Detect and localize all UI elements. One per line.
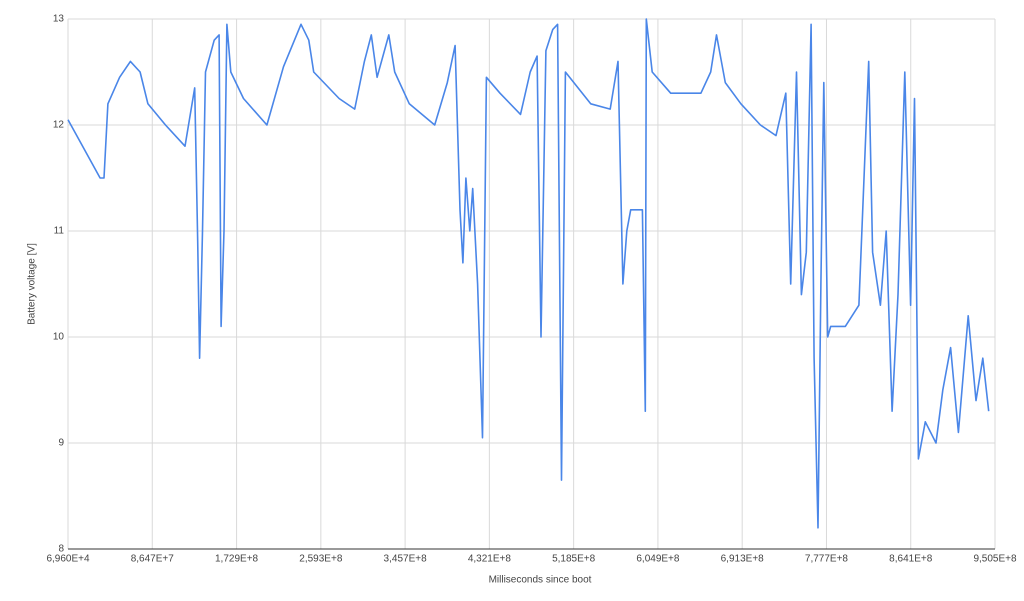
y-tick-label: 9 <box>58 438 64 449</box>
x-tick-label: 6,049E+8 <box>636 554 680 565</box>
x-tick-label: 2,593E+8 <box>299 554 343 565</box>
y-tick-label: 11 <box>54 226 65 237</box>
y-tick-label: 8 <box>58 544 64 555</box>
x-tick-label: 8,641E+8 <box>889 554 933 565</box>
x-tick-label: 7,777E+8 <box>805 554 849 565</box>
x-tick-label: 3,457E+8 <box>384 554 428 565</box>
y-tick-label: 13 <box>53 14 65 25</box>
y-tick-label: 12 <box>53 120 65 131</box>
y-tick-label: 10 <box>53 332 65 343</box>
x-tick-label: 4,321E+8 <box>468 554 512 565</box>
x-tick-label: 1,729E+8 <box>215 554 259 565</box>
x-tick-label: 6,913E+8 <box>721 554 765 565</box>
x-axis-title: Milliseconds since boot <box>489 575 592 586</box>
data-line <box>67 18 990 529</box>
x-tick-label: 8,647E+7 <box>131 554 175 565</box>
x-tick-label: 6,960E+4 <box>46 554 90 565</box>
x-tick-label: 5,185E+8 <box>552 554 596 565</box>
x-tick-label: 9,505E+8 <box>973 554 1017 565</box>
y-axis-title: Battery voltage [V] <box>27 243 38 325</box>
